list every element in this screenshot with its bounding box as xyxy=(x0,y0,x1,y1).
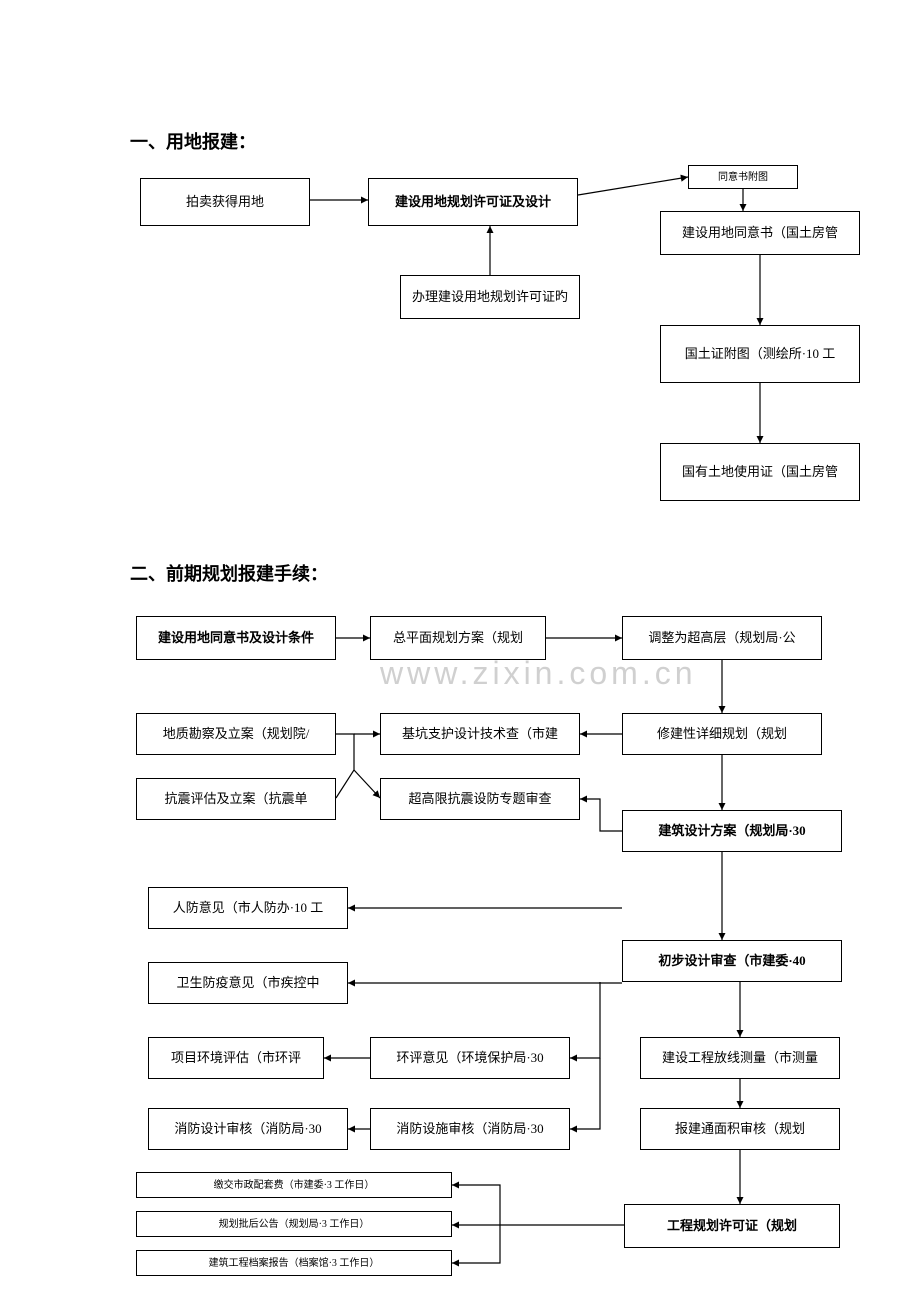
flowchart-node: 项目环境评估（市环评 xyxy=(148,1037,324,1079)
flowchart-edge xyxy=(452,1185,624,1225)
flowchart-node: 基坑支护设计技术查（市建 xyxy=(380,713,580,755)
flowchart-edge xyxy=(570,982,600,1058)
flowchart-edge xyxy=(580,799,622,831)
flowchart-node: 建设工程放线测量（市测量 xyxy=(640,1037,840,1079)
flowchart-node: 建设用地同意书（国土房管 xyxy=(660,211,860,255)
flowchart-node: 建筑设计方案（规划局·30 xyxy=(622,810,842,852)
flowchart-node: 环评意见（环境保护局·30 xyxy=(370,1037,570,1079)
flowchart-node: 消防设施审核（消防局·30 xyxy=(370,1108,570,1150)
flowchart-node: 国土证附图（测绘所·10 工 xyxy=(660,325,860,383)
flowchart-node: 人防意见（市人防办·10 工 xyxy=(148,887,348,929)
flowchart-node: 卫生防疫意见（市疾控中 xyxy=(148,962,348,1004)
flowchart-edge xyxy=(336,734,354,798)
flowchart-edge xyxy=(570,1058,600,1129)
flowchart-node: 初步设计审查（市建委·40 xyxy=(622,940,842,982)
flowchart-node: 报建通面积审核（规划 xyxy=(640,1108,840,1150)
flowchart-node: 同意书附图 xyxy=(688,165,798,189)
flowchart-node: 消防设计审核（消防局·30 xyxy=(148,1108,348,1150)
flowchart-node: 建设用地同意书及设计条件 xyxy=(136,616,336,660)
flowchart-node: 超高限抗震设防专题审查 xyxy=(380,778,580,820)
flowchart-node: 建筑工程档案报告（档案馆·3 工作日） xyxy=(136,1250,452,1276)
flowchart-node: 地质勘察及立案（规划院/ xyxy=(136,713,336,755)
flowchart-node: 办理建设用地规划许可证旳 xyxy=(400,275,580,319)
section1-title: 一、用地报建： xyxy=(130,128,256,154)
flowchart-edge xyxy=(452,1225,500,1263)
flowchart-node: 修建性详细规划（规划 xyxy=(622,713,822,755)
flowchart-node: 工程规划许可证（规划 xyxy=(624,1204,840,1248)
flowchart-node: 总平面规划方案（规划 xyxy=(370,616,546,660)
section2-title: 二、前期规划报建手续： xyxy=(130,560,328,586)
flowchart-node: 拍卖获得用地 xyxy=(140,178,310,226)
watermark-text: www.zixin.com.cn xyxy=(380,655,697,692)
flowchart-node: 建设用地规划许可证及设计 xyxy=(368,178,578,226)
flowchart-node: 国有土地使用证（国土房管 xyxy=(660,443,860,501)
flowchart-node: 规划批后公告（规划局·3 工作日） xyxy=(136,1211,452,1237)
flowchart-edge xyxy=(354,770,380,798)
flowchart-node: 缴交市政配套费（市建委·3 工作日） xyxy=(136,1172,452,1198)
flowchart-node: 调整为超高层（规划局·公 xyxy=(622,616,822,660)
flowchart-edge xyxy=(578,177,688,195)
flowchart-node: 抗震评估及立案（抗震单 xyxy=(136,778,336,820)
